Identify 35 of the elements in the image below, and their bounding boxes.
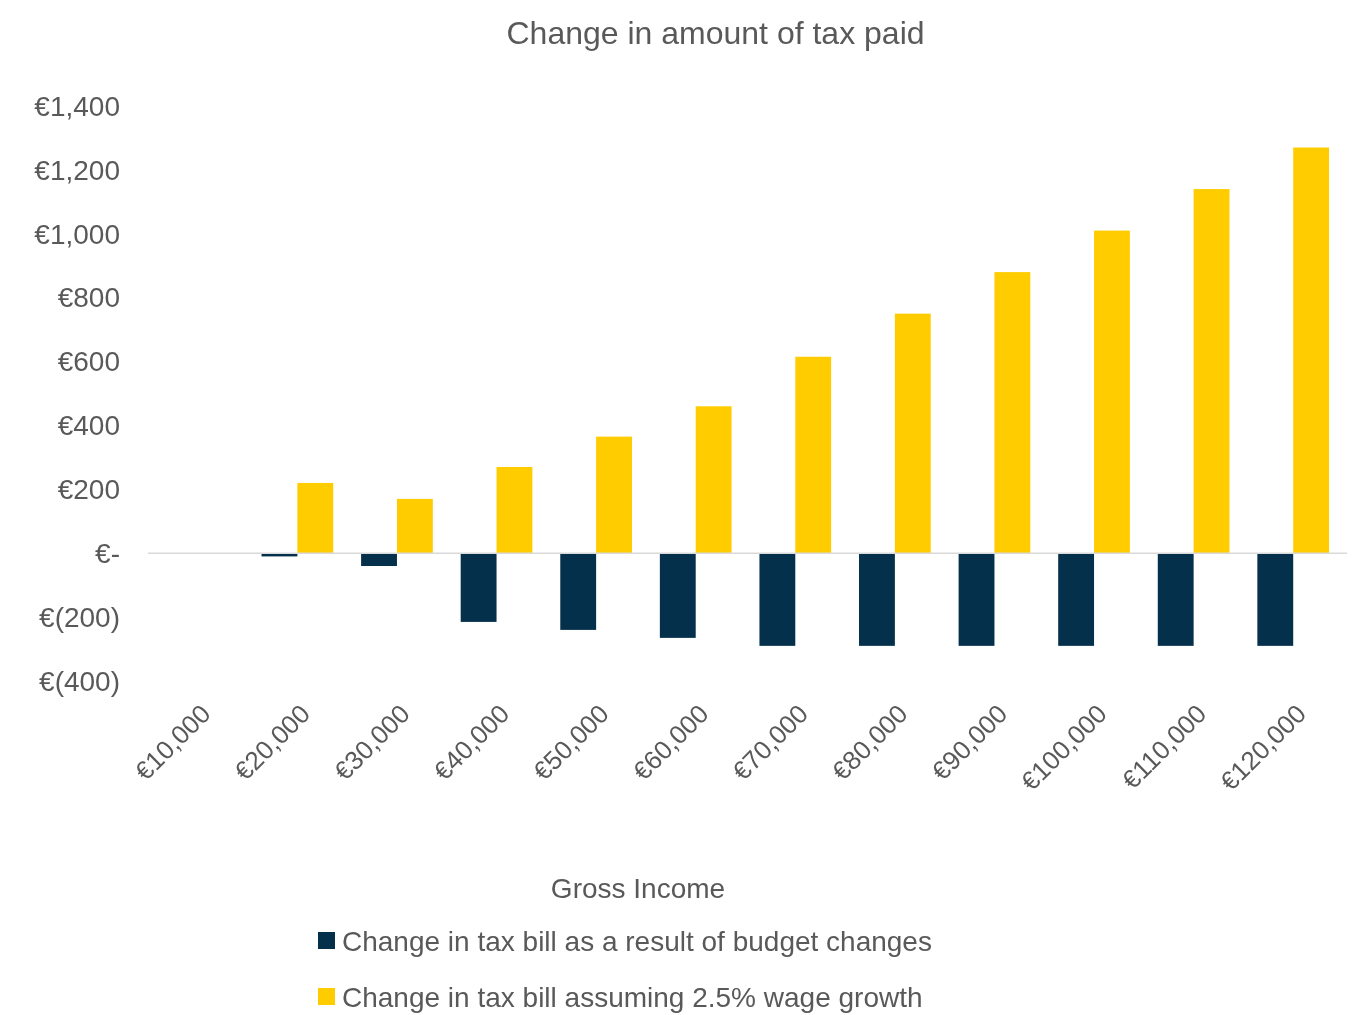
bar bbox=[560, 553, 597, 630]
y-tick-label: €- bbox=[95, 538, 120, 570]
bar bbox=[496, 466, 533, 554]
y-tick-label: €(200) bbox=[39, 601, 120, 633]
bar bbox=[1257, 553, 1294, 646]
legend-label: Change in tax bill as a result of budget changes bbox=[342, 925, 932, 957]
bar bbox=[460, 553, 497, 622]
y-tick-label: €1,400 bbox=[34, 90, 120, 122]
y-tick-label: €600 bbox=[57, 346, 120, 378]
y-tick-label: €800 bbox=[57, 282, 120, 314]
bar bbox=[361, 553, 397, 566]
bar bbox=[596, 436, 632, 554]
y-tick-label: €1,200 bbox=[34, 154, 120, 186]
y-tick-label: €200 bbox=[57, 474, 120, 506]
bar bbox=[994, 272, 1031, 554]
bar bbox=[297, 482, 334, 554]
bar bbox=[695, 406, 732, 554]
bar bbox=[795, 356, 832, 554]
bar bbox=[1094, 230, 1130, 554]
bar bbox=[1058, 553, 1095, 646]
bar bbox=[1193, 189, 1230, 554]
chart-title: Change in amount of tax paid bbox=[506, 15, 925, 51]
bar bbox=[859, 553, 895, 646]
bar bbox=[759, 553, 796, 646]
legend-label: Change in tax bill assuming 2.5% wage growth bbox=[342, 981, 923, 1013]
y-tick-label: €400 bbox=[57, 410, 120, 442]
x-axis-title: Gross Income bbox=[550, 873, 726, 904]
bar bbox=[1293, 147, 1330, 554]
y-tick-label: €(400) bbox=[39, 665, 120, 697]
bar bbox=[894, 313, 931, 554]
bar bbox=[659, 553, 696, 638]
bar bbox=[396, 498, 433, 554]
bar bbox=[1157, 553, 1194, 646]
y-tick-label: €1,000 bbox=[34, 218, 120, 250]
bar bbox=[958, 553, 995, 646]
